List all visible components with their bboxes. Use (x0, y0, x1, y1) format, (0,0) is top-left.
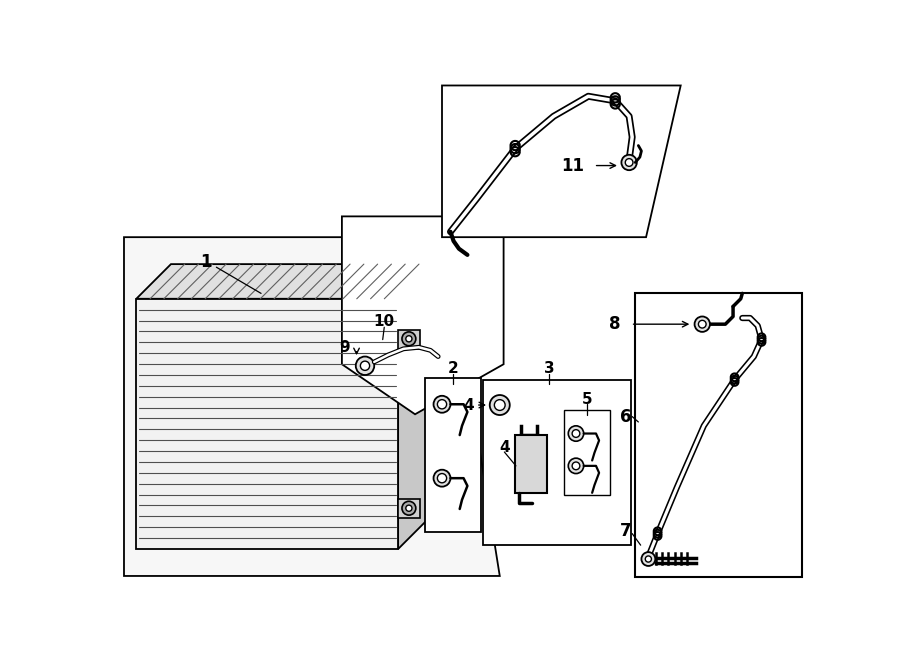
Circle shape (572, 430, 580, 438)
Text: 5: 5 (581, 392, 592, 407)
Circle shape (695, 317, 710, 332)
Text: 9: 9 (339, 340, 349, 355)
Bar (563, 410, 610, 495)
Bar (634, 293, 803, 577)
Polygon shape (442, 85, 680, 237)
Text: 6: 6 (620, 408, 632, 426)
Circle shape (490, 395, 509, 415)
Circle shape (406, 505, 412, 512)
Bar (482, 379, 631, 545)
Polygon shape (342, 216, 504, 414)
Circle shape (698, 321, 706, 328)
Circle shape (437, 400, 446, 409)
Circle shape (568, 458, 584, 473)
Polygon shape (124, 237, 500, 576)
Text: 10: 10 (374, 315, 395, 329)
Bar (398, 499, 419, 518)
Circle shape (645, 556, 652, 562)
Text: 4: 4 (500, 440, 509, 455)
Polygon shape (398, 264, 433, 549)
Circle shape (356, 356, 374, 375)
Circle shape (434, 396, 451, 412)
Text: 4: 4 (464, 397, 474, 412)
Circle shape (621, 155, 637, 170)
Text: 2: 2 (447, 362, 458, 376)
Circle shape (402, 501, 416, 515)
Text: 11: 11 (562, 157, 584, 175)
Bar (425, 378, 481, 532)
Text: 7: 7 (620, 522, 632, 539)
Circle shape (406, 336, 412, 342)
Circle shape (402, 332, 416, 346)
Circle shape (572, 462, 580, 470)
Bar (398, 330, 419, 349)
Circle shape (642, 552, 655, 566)
Text: 8: 8 (609, 315, 621, 333)
Circle shape (626, 159, 633, 167)
Circle shape (434, 470, 451, 486)
Text: 1: 1 (200, 253, 212, 271)
Circle shape (494, 400, 505, 410)
Polygon shape (136, 299, 398, 549)
Circle shape (568, 426, 584, 442)
Text: 3: 3 (544, 362, 554, 376)
Circle shape (437, 473, 446, 483)
Polygon shape (136, 264, 433, 299)
Circle shape (360, 361, 370, 370)
Bar (515, 435, 547, 493)
